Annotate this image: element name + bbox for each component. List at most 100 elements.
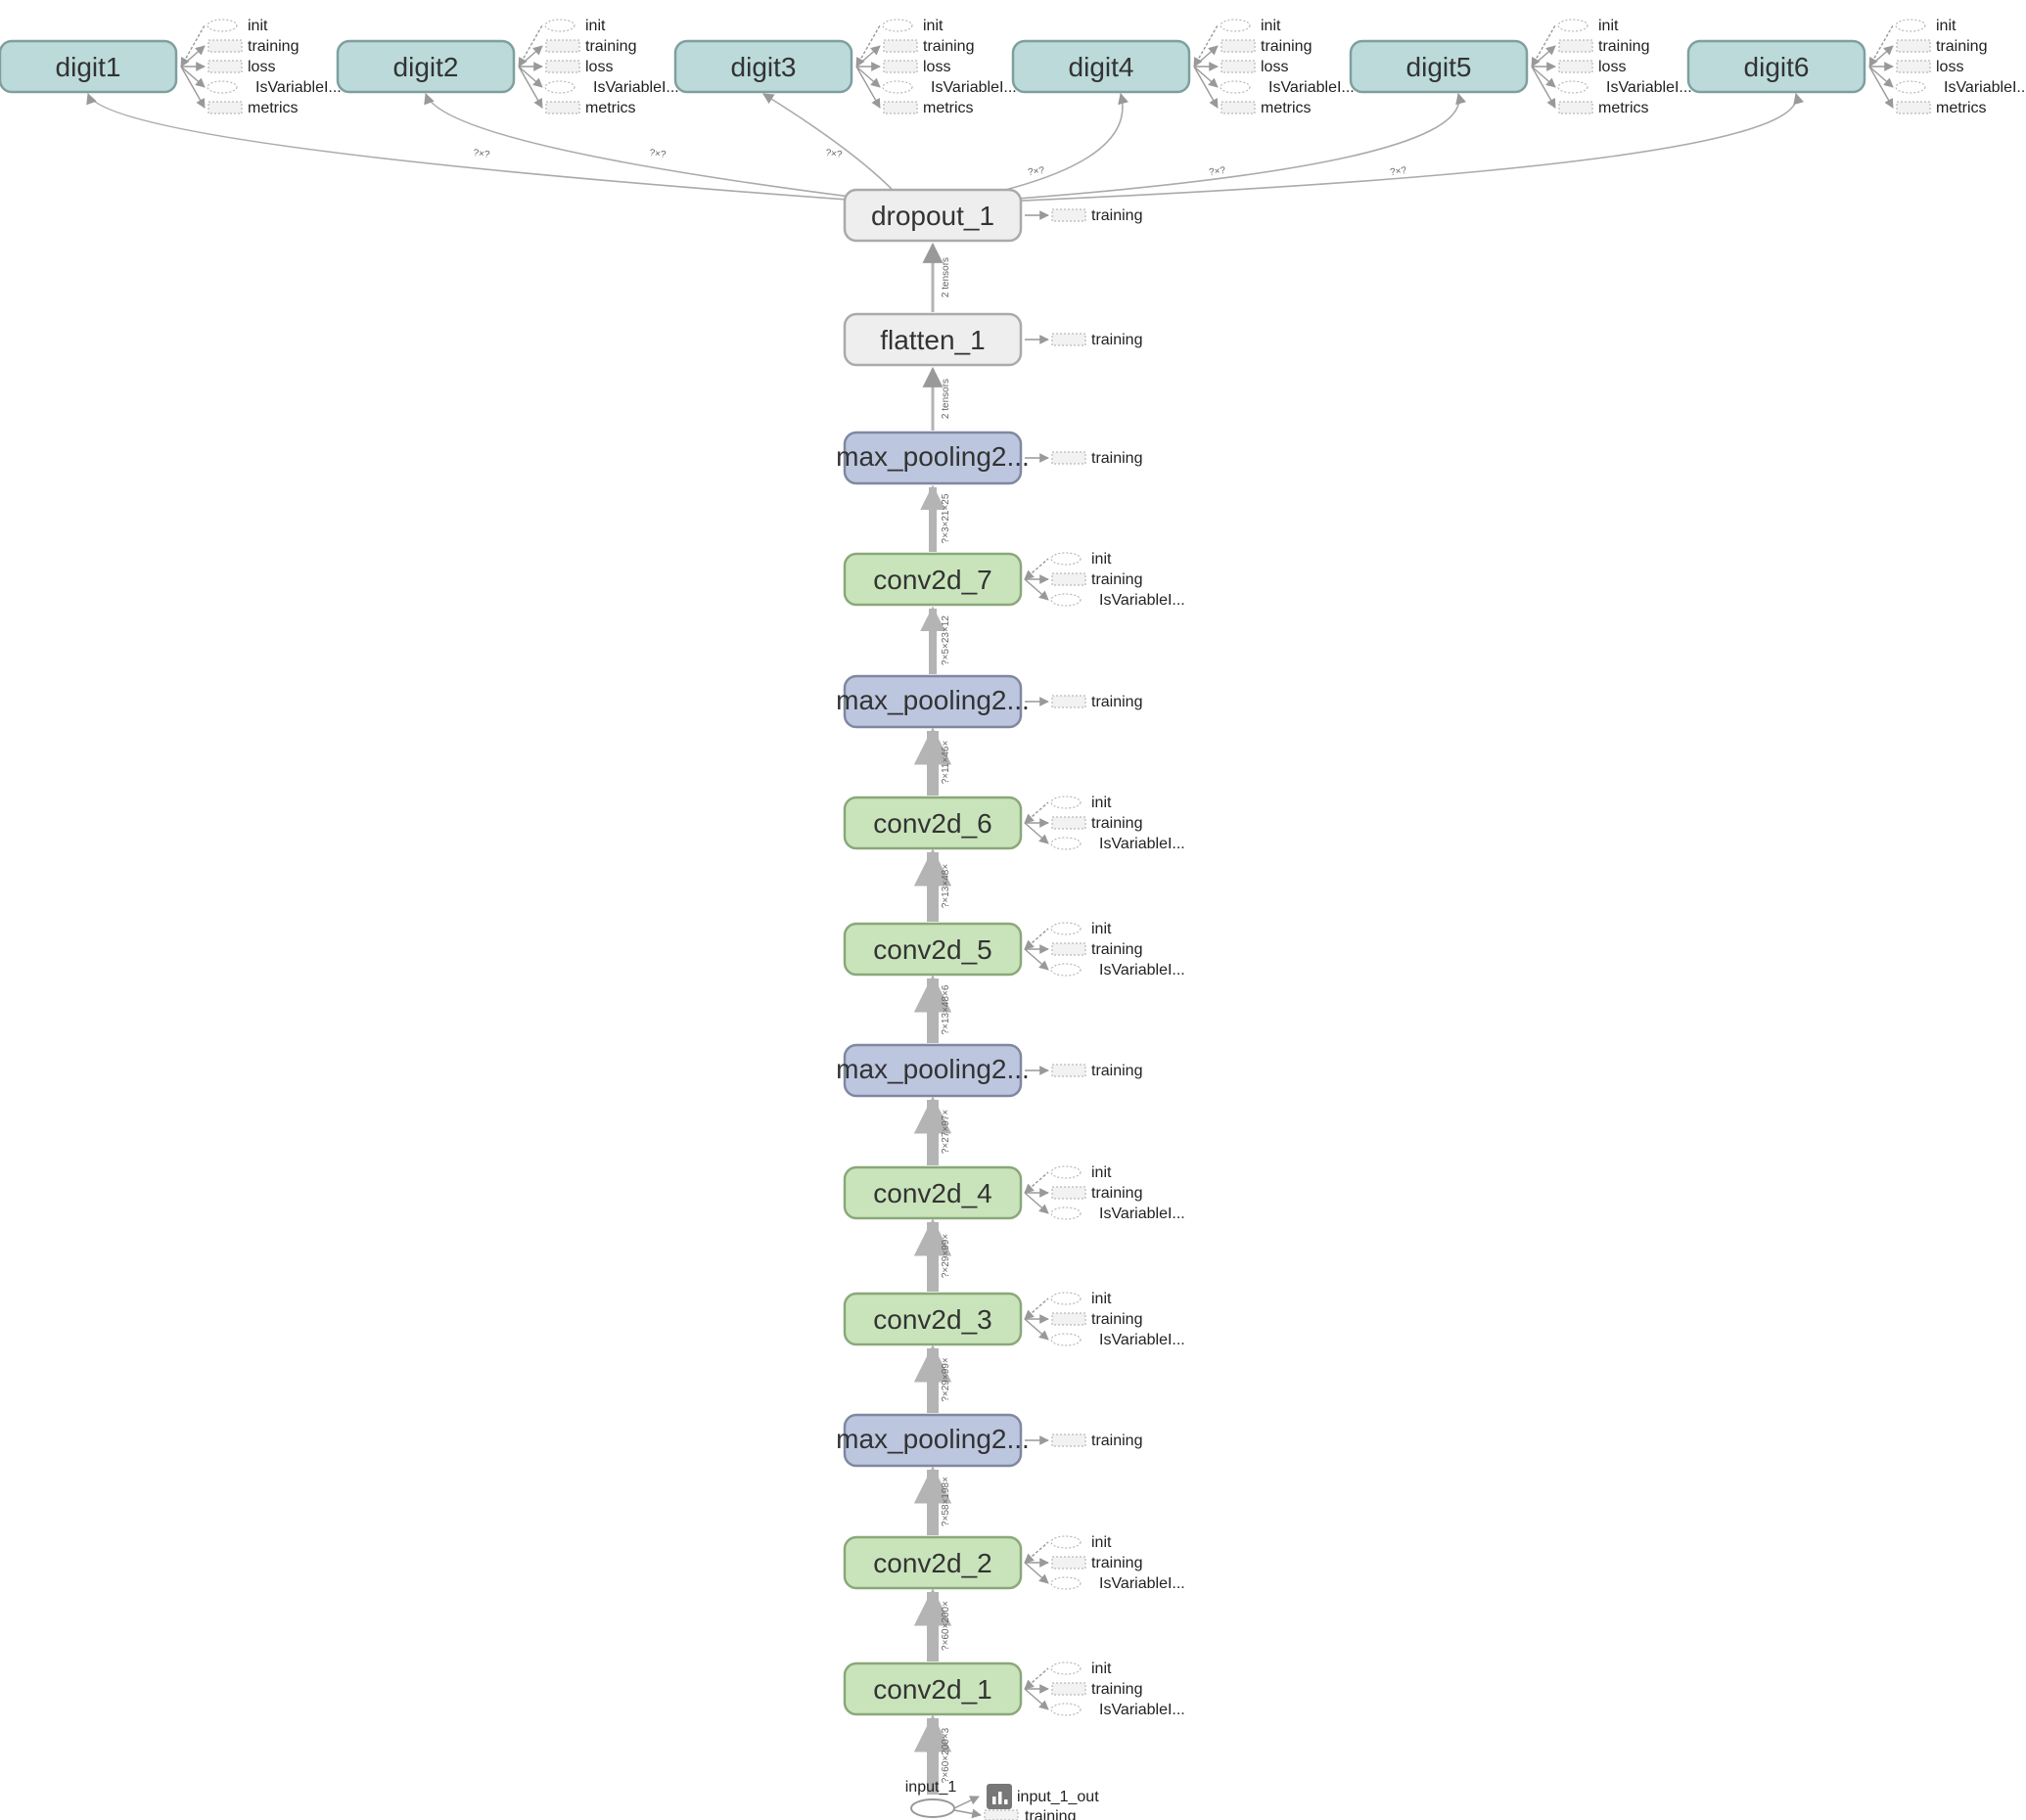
aux-label: training: [1598, 38, 1649, 55]
aux-connector: [518, 45, 543, 68]
edge-shape-label: ?×?: [1027, 165, 1045, 178]
layer-node: conv2d_7 init training IsVariableI...: [843, 551, 1185, 609]
aux-connector: [953, 1796, 980, 1809]
output-label: digit3: [731, 52, 797, 82]
aux-connector: [855, 66, 881, 88]
aux-connector: [855, 66, 881, 109]
output-label: digit6: [1744, 52, 1810, 82]
aux-connector: [180, 24, 206, 68]
output-box: [1011, 39, 1191, 94]
layer-box: [843, 922, 1023, 977]
aux-connector: [1024, 822, 1049, 844]
aux-ellipse: [1050, 552, 1082, 566]
output-box: [1686, 39, 1866, 94]
aux-rect: [883, 60, 918, 73]
aux-label: init: [1091, 551, 1112, 568]
aux-label: init: [1091, 1164, 1112, 1181]
aux-label: init: [248, 18, 268, 34]
layer-label: conv2d_4: [873, 1178, 991, 1208]
aux-connector: [1024, 558, 1049, 580]
aux-label: training: [1091, 332, 1142, 348]
aux-label: training: [1091, 571, 1142, 588]
layer-label: conv2d_6: [873, 808, 991, 839]
edge-shape-label: ?×?: [825, 148, 844, 160]
aux-label: training: [1025, 1808, 1076, 1820]
layer-box: [843, 188, 1023, 243]
aux-ellipse: [882, 80, 913, 94]
aux-rect: [545, 60, 580, 73]
output-box: [673, 39, 853, 94]
aux-label: IsVariableI...: [931, 79, 1017, 96]
aux-rect: [1051, 333, 1086, 346]
aux-label: IsVariableI...: [1944, 79, 2026, 96]
layer-box: [843, 312, 1023, 367]
edge-shape-label: ?×29×99×: [941, 1357, 951, 1401]
layer-box: [843, 1661, 1023, 1716]
layer-node: max_pooling2... training: [836, 674, 1142, 729]
aux-label: init: [1091, 1661, 1112, 1677]
aux-label: training: [1091, 815, 1142, 832]
output-edge: [976, 92, 1467, 203]
aux-label: IsVariableI...: [1099, 1702, 1185, 1718]
aux-connector: [518, 66, 543, 109]
aux-rect: [1051, 816, 1086, 830]
aux-label: training: [1091, 207, 1142, 224]
aux-connector: [1193, 24, 1219, 68]
output-edge: [86, 92, 875, 203]
layer-label: dropout_1: [871, 201, 994, 231]
summary-icon-bar: [992, 1797, 996, 1804]
aux-label: IsVariableI...: [1268, 79, 1355, 96]
edge-shape-label: ?×27×97×: [941, 1110, 951, 1154]
aux-connector: [1531, 24, 1556, 68]
aux-connector: [180, 66, 206, 109]
aux-ellipse: [1557, 80, 1589, 94]
input-ellipse: [910, 1798, 955, 1818]
aux-rect: [207, 101, 243, 114]
output-box: [336, 39, 516, 94]
aux-ellipse: [1050, 922, 1082, 935]
aux-ellipse: [207, 19, 238, 32]
aux-label: metrics: [923, 100, 974, 116]
aux-label: loss: [248, 59, 275, 75]
input-label: input_1: [905, 1779, 957, 1796]
aux-rect: [1051, 942, 1086, 956]
aux-label: loss: [585, 59, 613, 75]
aux-rect: [1558, 60, 1593, 73]
aux-label: loss: [923, 59, 950, 75]
aux-ellipse: [1895, 19, 1926, 32]
aux-label: metrics: [248, 100, 299, 116]
aux-connector: [180, 45, 206, 68]
aux-connector: [1024, 801, 1049, 824]
aux-rect: [1051, 1682, 1086, 1696]
aux-label: IsVariableI...: [1606, 79, 1692, 96]
layer-label: max_pooling2...: [836, 685, 1030, 715]
aux-rect: [545, 101, 580, 114]
layer-box: [843, 552, 1023, 607]
layer-node: max_pooling2... training: [836, 431, 1142, 485]
output-box: [1349, 39, 1529, 94]
aux-connector: [1024, 578, 1049, 601]
aux-label: init: [1091, 795, 1112, 811]
aux-label: training: [1091, 941, 1142, 958]
aux-label: metrics: [1936, 100, 1987, 116]
layer-node: conv2d_5 init training IsVariableI...: [843, 921, 1185, 978]
aux-label: IsVariableI...: [1099, 1206, 1185, 1222]
aux-connector: [518, 24, 543, 68]
aux-connector: [1868, 66, 1894, 109]
aux-ellipse: [207, 80, 238, 94]
output-label: digit2: [393, 52, 459, 82]
aux-label: input_1_out: [1017, 1789, 1099, 1805]
aux-rect: [1220, 101, 1256, 114]
layer-node: conv2d_6 init training IsVariableI...: [843, 795, 1185, 852]
aux-label: training: [1091, 1555, 1142, 1571]
aux-label: training: [1091, 1433, 1142, 1449]
layer-node: conv2d_1 init training IsVariableI...: [843, 1661, 1185, 1718]
layer-node: max_pooling2... training: [836, 1043, 1142, 1098]
aux-ellipse: [1050, 1703, 1082, 1716]
output-label: digit5: [1406, 52, 1472, 82]
aux-ellipse: [1050, 1661, 1082, 1675]
layer-box: [843, 1292, 1023, 1346]
edge-shape-label: ?×60×200×: [941, 1601, 951, 1651]
